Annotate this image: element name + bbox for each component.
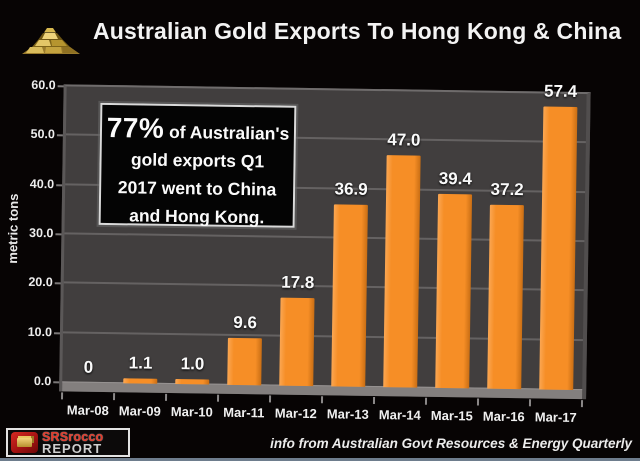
x-tick-mark — [528, 399, 532, 407]
value-label: 1.0 — [180, 354, 205, 374]
x-tick-mark — [372, 396, 376, 405]
bar-Mar-10 — [175, 379, 210, 385]
value-label: 9.6 — [233, 312, 258, 332]
x-tick-mark — [476, 398, 480, 406]
value-label: 37.2 — [490, 180, 524, 200]
x-tick-mark — [424, 397, 428, 405]
y-tick-label: 30.0 — [29, 225, 54, 241]
bar-chart: metric tons 0 1.1 1.0 9.6 17.8 36.9 47.0 39.4 37… — [0, 61, 640, 438]
page-title: Australian Gold Exports To Hong Kong & C… — [93, 18, 622, 44]
bar-Mar-17 — [539, 106, 578, 390]
srsrocco-logo: SRSrocco REPORT — [6, 428, 130, 457]
x-tick-mark — [60, 392, 64, 400]
annotation-box: 77% of Australian's gold exports Q1 2017… — [98, 102, 297, 228]
annotation-line: gold exports Q1 — [130, 149, 265, 172]
y-tick-label: 20.0 — [28, 275, 53, 290]
annotation-lead: 77% — [106, 111, 165, 144]
bar-Mar-16 — [487, 205, 524, 390]
x-tick-mark — [216, 394, 220, 402]
source-note: info from Australian Govt Resources & En… — [270, 436, 632, 451]
bottom-edge-strip — [0, 458, 640, 461]
bar-Mar-15 — [435, 193, 473, 389]
bar-Mar-14 — [383, 155, 421, 388]
y-tick-mark — [53, 331, 60, 334]
annotation-line: 77% of Australian's — [102, 111, 294, 148]
bar-Mar-12 — [279, 297, 315, 387]
value-label: 36.9 — [334, 179, 368, 199]
gold-bars-icon — [22, 28, 80, 54]
x-tick-mark — [268, 395, 272, 403]
y-tick-label: 50.0 — [30, 127, 56, 142]
value-label: 47.0 — [387, 130, 421, 150]
y-tick-label: 40.0 — [29, 176, 55, 191]
annotation-line: and Hong Kong. — [129, 205, 265, 228]
y-tick-label: 10.0 — [27, 324, 53, 339]
y-tick-mark — [55, 233, 62, 236]
y-tick-mark — [53, 381, 60, 384]
x-tick-mark — [112, 393, 116, 401]
y-tick-mark — [56, 134, 63, 137]
x-tick-mark — [580, 400, 584, 408]
y-tick-label: 60.0 — [31, 77, 56, 93]
y-tick-mark — [57, 85, 64, 88]
y-tick-label: 0.0 — [33, 373, 52, 389]
bar-Mar-13 — [331, 204, 368, 387]
y-tick-mark — [56, 183, 63, 186]
logo-subname: REPORT — [42, 440, 103, 456]
value-label: 17.8 — [281, 272, 315, 293]
logo-name: SRSrocco — [42, 429, 104, 444]
bar-Mar-11 — [227, 337, 262, 386]
annotation-text: of Australian's — [164, 121, 290, 144]
value-label: 57.4 — [543, 81, 578, 101]
bar-Mar-09 — [123, 377, 158, 384]
axes-layer: 0.0 10.0 20.0 30.0 40.0 50.0 60.0 Mar-08 Mar-09 M… — [0, 61, 640, 425]
y-tick-mark — [54, 282, 61, 285]
x-tick-mark — [320, 396, 324, 404]
x-tick-label: Mar-17 — [534, 409, 577, 426]
annotation-line: 2017 went to China — [117, 177, 277, 200]
logo-gold-icon — [11, 432, 38, 453]
x-tick-mark — [164, 393, 168, 401]
